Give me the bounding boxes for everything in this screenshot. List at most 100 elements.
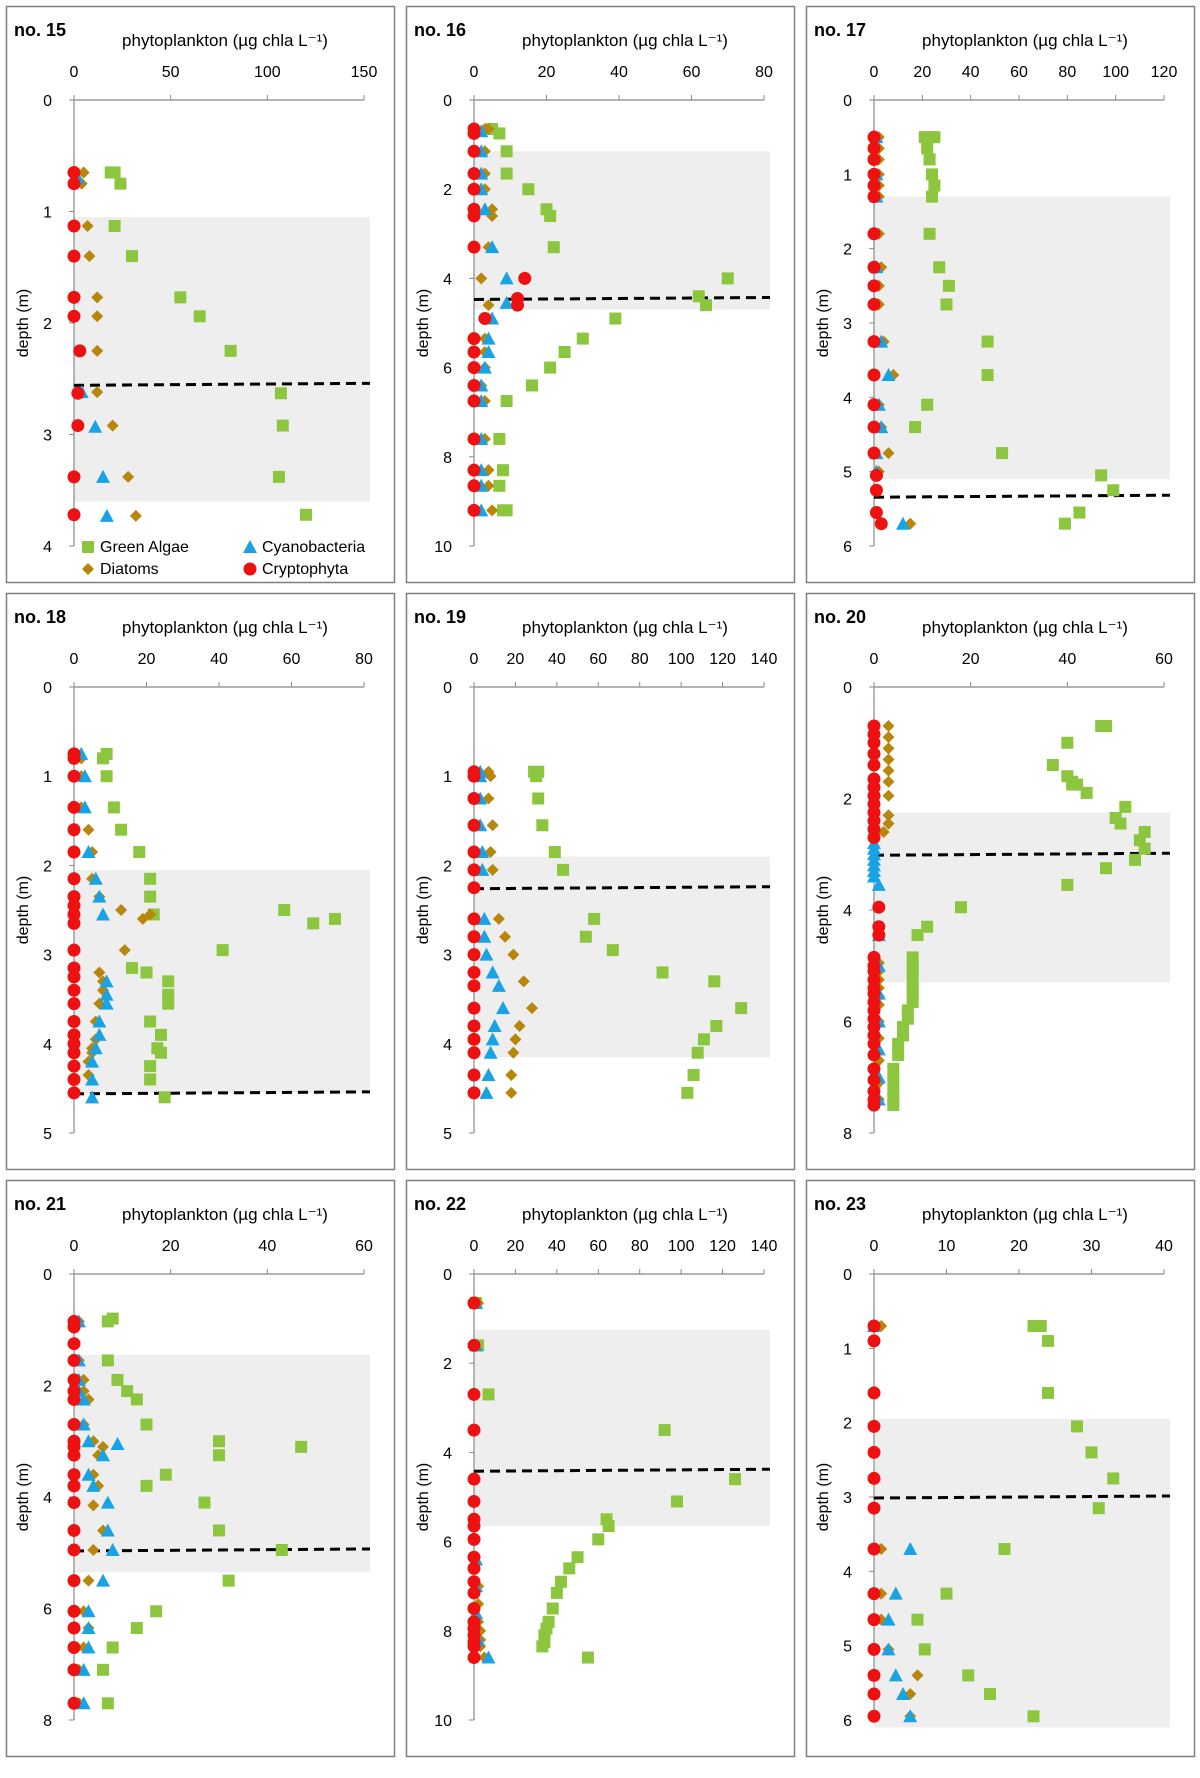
y-axis-title: depth (m) bbox=[15, 289, 32, 357]
y-axis-title: depth (m) bbox=[815, 876, 832, 944]
point-diatoms bbox=[513, 1019, 526, 1032]
point-cryptophyta bbox=[467, 463, 481, 477]
point-diatoms bbox=[882, 731, 895, 744]
legend-label: Green Algae bbox=[100, 539, 189, 556]
y-tick-label: 0 bbox=[843, 93, 852, 110]
point-cryptophyta bbox=[867, 190, 881, 204]
chart-panel: no. 16 phytoplankton (µg chla L⁻¹) depth (… bbox=[405, 5, 796, 584]
point-cyanobacteria bbox=[485, 1032, 500, 1046]
point-green-algae bbox=[544, 361, 557, 374]
panel-label: no. 20 bbox=[814, 607, 866, 627]
x-tick-label: 20 bbox=[507, 651, 525, 668]
point-cryptophyta bbox=[867, 1334, 881, 1348]
y-tick-label: 4 bbox=[443, 1037, 452, 1054]
point-cryptophyta bbox=[872, 928, 886, 942]
thermocline-line bbox=[873, 1494, 1171, 1500]
thermocline-line bbox=[473, 885, 771, 891]
point-cyanobacteria bbox=[888, 1586, 903, 1600]
point-green-algae bbox=[97, 1663, 109, 1676]
point-cryptophyta bbox=[867, 152, 881, 166]
point-cryptophyta bbox=[867, 736, 881, 750]
point-cryptophyta bbox=[867, 1542, 881, 1556]
point-green-algae bbox=[671, 1495, 683, 1508]
point-green-algae bbox=[940, 298, 953, 311]
point-cryptophyta bbox=[67, 1392, 81, 1406]
point-cyanobacteria bbox=[96, 907, 110, 921]
point-green-algae bbox=[588, 912, 601, 925]
point-cyanobacteria bbox=[481, 344, 496, 358]
point-cyanobacteria bbox=[481, 1068, 496, 1082]
point-green-algae bbox=[546, 1602, 559, 1615]
point-cryptophyta bbox=[867, 335, 881, 349]
point-green-algae bbox=[213, 1524, 225, 1537]
point-green-algae bbox=[921, 142, 934, 155]
point-cryptophyta bbox=[67, 1604, 81, 1618]
point-cryptophyta bbox=[67, 1523, 81, 1537]
point-diatoms bbox=[507, 1046, 520, 1059]
point-cryptophyta bbox=[467, 378, 481, 392]
point-cryptophyta bbox=[867, 831, 881, 845]
point-green-algae bbox=[530, 770, 543, 783]
point-green-algae bbox=[526, 379, 538, 392]
panel-label: no. 17 bbox=[814, 20, 866, 40]
y-tick-label: 10 bbox=[434, 539, 452, 556]
point-diatoms bbox=[882, 764, 895, 777]
point-green-algae bbox=[500, 167, 513, 180]
point-green-algae bbox=[1071, 1420, 1083, 1433]
x-tick-label: 140 bbox=[751, 651, 778, 668]
point-cryptophyta bbox=[467, 1068, 481, 1082]
point-green-algae bbox=[555, 1575, 567, 1588]
point-cryptophyta bbox=[867, 141, 881, 155]
point-cryptophyta bbox=[511, 298, 524, 312]
point-cryptophyta bbox=[867, 130, 881, 144]
y-tick-label: 10 bbox=[434, 1713, 452, 1730]
point-cyanobacteria bbox=[481, 1650, 496, 1664]
point-cryptophyta bbox=[467, 1532, 481, 1546]
y-tick-label: 6 bbox=[43, 1602, 52, 1619]
point-green-algae bbox=[926, 168, 938, 181]
point-cryptophyta bbox=[867, 1062, 881, 1076]
point-cryptophyta bbox=[467, 1019, 481, 1033]
point-diatoms bbox=[87, 1499, 100, 1512]
point-cryptophyta bbox=[467, 1651, 481, 1665]
point-diatoms bbox=[91, 291, 104, 304]
point-cryptophyta bbox=[67, 290, 81, 304]
point-cryptophyta bbox=[467, 965, 481, 979]
point-cyanobacteria bbox=[81, 1604, 96, 1618]
legend-marker bbox=[243, 540, 257, 553]
x-tick-label: 30 bbox=[1083, 1238, 1101, 1255]
point-diatoms bbox=[77, 166, 90, 179]
point-green-algae bbox=[1100, 720, 1112, 733]
point-green-algae bbox=[1085, 1446, 1098, 1459]
x-tick-label: 20 bbox=[507, 1238, 525, 1255]
point-green-algae bbox=[158, 1091, 171, 1104]
point-cryptophyta bbox=[67, 1448, 81, 1462]
y-tick-label: 6 bbox=[843, 1713, 852, 1730]
point-cryptophyta bbox=[518, 271, 532, 285]
point-green-algae bbox=[697, 1033, 710, 1046]
point-cyanobacteria bbox=[85, 1054, 100, 1068]
point-cryptophyta bbox=[67, 1663, 81, 1677]
x-tick-label: 40 bbox=[548, 651, 566, 668]
point-green-algae bbox=[101, 1697, 114, 1710]
point-green-algae bbox=[1129, 853, 1141, 866]
x-tick-label: 60 bbox=[589, 651, 607, 668]
point-cyanobacteria bbox=[881, 368, 896, 382]
point-green-algae bbox=[710, 1019, 723, 1032]
y-tick-label: 4 bbox=[843, 390, 852, 407]
point-cryptophyta bbox=[67, 309, 81, 323]
shaded-layer bbox=[874, 196, 1170, 480]
y-tick-label: 0 bbox=[43, 93, 52, 110]
thermocline-line bbox=[873, 493, 1171, 499]
point-green-algae bbox=[108, 219, 121, 232]
point-cryptophyta bbox=[467, 930, 481, 944]
point-green-algae bbox=[1119, 800, 1132, 813]
point-green-algae bbox=[581, 1651, 594, 1664]
point-green-algae bbox=[497, 464, 509, 477]
x-tick-label: 80 bbox=[1058, 64, 1076, 81]
point-green-algae bbox=[482, 1388, 495, 1401]
point-green-algae bbox=[996, 447, 1009, 460]
point-cryptophyta bbox=[67, 219, 81, 233]
point-green-algae bbox=[1061, 878, 1074, 891]
